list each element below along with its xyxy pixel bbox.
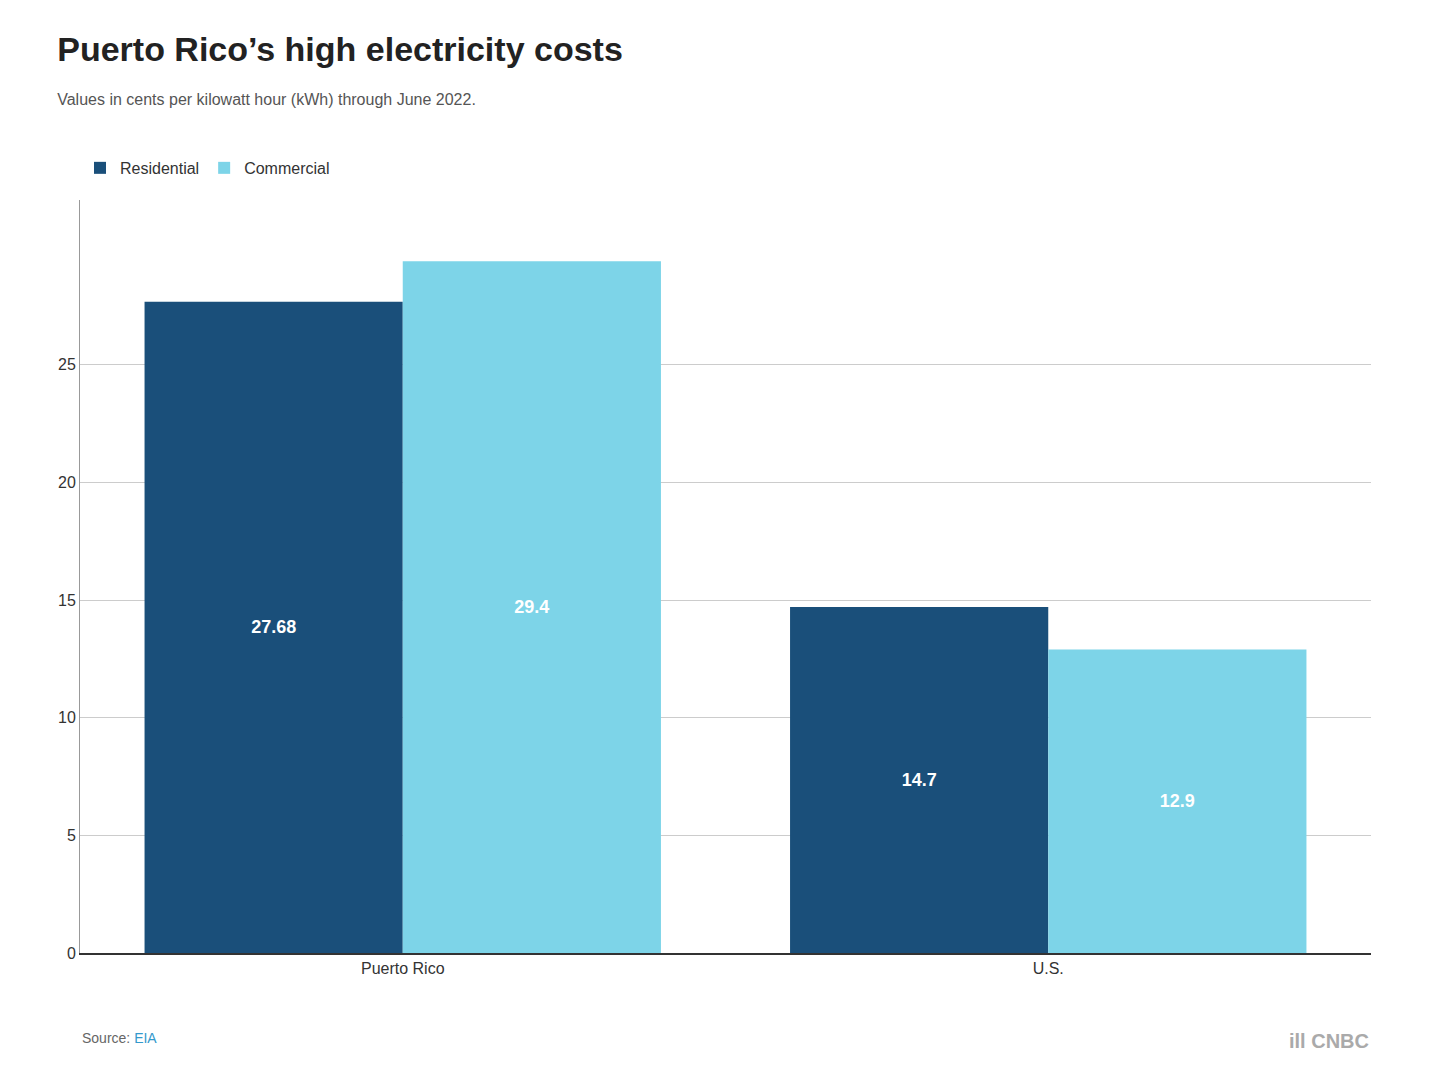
svg-text:Commercial: Commercial (244, 160, 329, 177)
svg-text:ill CNBC: ill CNBC (1289, 1030, 1369, 1052)
svg-text:27.68: 27.68 (251, 617, 296, 637)
svg-text:Puerto Rico’s high electricity: Puerto Rico’s high electricity costs (57, 30, 623, 68)
svg-text:29.4: 29.4 (514, 597, 549, 617)
svg-text:15: 15 (58, 592, 76, 609)
svg-text:10: 10 (58, 709, 76, 726)
svg-text:Puerto Rico: Puerto Rico (361, 960, 445, 977)
svg-text:Values in cents per kilowatt h: Values in cents per kilowatt hour (kWh) … (57, 91, 476, 108)
svg-text:Residential: Residential (120, 160, 199, 177)
svg-text:Source: EIA: Source: EIA (82, 1030, 157, 1046)
svg-text:12.9: 12.9 (1160, 791, 1195, 811)
svg-text:U.S.: U.S. (1033, 960, 1064, 977)
svg-text:25: 25 (58, 356, 76, 373)
svg-text:14.7: 14.7 (902, 770, 937, 790)
svg-text:20: 20 (58, 474, 76, 491)
svg-text:0: 0 (67, 945, 76, 962)
svg-text:5: 5 (67, 827, 76, 844)
